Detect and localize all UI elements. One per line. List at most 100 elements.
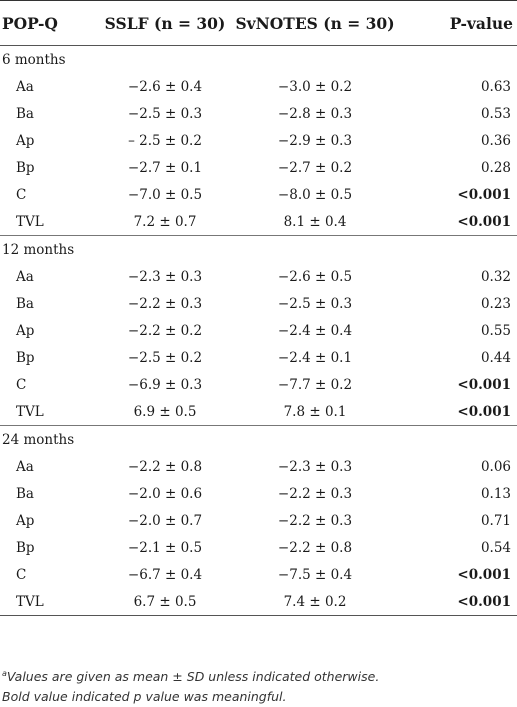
p-value: <0.001: [457, 566, 511, 583]
svnotes-value: 7.4 ± 0.2: [230, 588, 400, 616]
row-label: TVL: [0, 588, 100, 616]
table-row: TVL 6.9 ± 0.5 7.8 ± 0.1 <0.001: [0, 398, 517, 426]
svnotes-value: 7.8 ± 0.1: [283, 403, 347, 420]
table-row: Ba −2.0 ± 0.6 −2.2 ± 0.3 0.13: [0, 480, 517, 507]
row-label: Ba: [16, 295, 34, 312]
row-label: Aa: [16, 458, 34, 475]
section-row: 12 months: [0, 235, 517, 263]
p-value: 0.55: [480, 322, 511, 339]
svnotes-value: −2.9 ± 0.3: [277, 132, 353, 149]
table-row: C −7.0 ± 0.5 −8.0 ± 0.5 <0.001: [0, 181, 517, 208]
svnotes-value: −2.4 ± 0.1: [277, 349, 353, 366]
p-value: 0.06: [480, 458, 511, 475]
svnotes-value: −2.5 ± 0.3: [277, 295, 353, 312]
section-row: 24 months: [0, 425, 517, 453]
table-row: Ap −2.2 ± 0.2 −2.4 ± 0.4 0.55: [0, 317, 517, 344]
svnotes-value: −7.5 ± 0.4: [277, 566, 353, 583]
sslf-value: −6.9 ± 0.3: [127, 376, 203, 393]
sslf-value: – 2.5 ± 0.2: [128, 132, 202, 149]
row-label: Ba: [16, 485, 34, 502]
sslf-value: −2.1 ± 0.5: [127, 539, 203, 556]
sslf-value: −2.3 ± 0.3: [127, 268, 203, 285]
header-popq: POP-Q: [0, 0, 100, 46]
sslf-value: 6.9 ± 0.5: [133, 403, 197, 420]
sslf-value: −2.5 ± 0.2: [127, 349, 203, 366]
p-value: 0.36: [480, 132, 511, 149]
table-row: Bp −2.1 ± 0.5 −2.2 ± 0.8 0.54: [0, 534, 517, 561]
table-row: C −6.9 ± 0.3 −7.7 ± 0.2 <0.001: [0, 371, 517, 398]
svnotes-value: −3.0 ± 0.2: [277, 78, 353, 95]
footnote-1: aValues are given as mean ± SD unless in…: [2, 664, 379, 687]
table-row: Aa −2.3 ± 0.3 −2.6 ± 0.5 0.32: [0, 263, 517, 290]
footnote-marker: a: [2, 669, 7, 678]
section-row: 6 months: [0, 46, 517, 74]
svnotes-value: −2.7 ± 0.2: [277, 159, 353, 176]
row-label: C: [16, 566, 27, 583]
table-row: Aa −2.2 ± 0.8 −2.3 ± 0.3 0.06: [0, 453, 517, 480]
popq-comparison-table: POP-Q SSLF (n = 30) SvNOTES (n = 30) P-v…: [0, 0, 517, 616]
sslf-value: −2.2 ± 0.2: [127, 322, 203, 339]
svnotes-value: −2.3 ± 0.3: [277, 458, 353, 475]
sslf-value: 7.2 ± 0.7: [133, 213, 197, 230]
table-row: Aa −2.6 ± 0.4 −3.0 ± 0.2 0.63: [0, 73, 517, 100]
svnotes-value: −2.8 ± 0.3: [277, 105, 353, 122]
svnotes-value: 8.1 ± 0.4: [283, 213, 347, 230]
sslf-value: −7.0 ± 0.5: [127, 186, 203, 203]
p-value: <0.001: [457, 213, 511, 230]
p-value: 0.28: [480, 159, 511, 176]
table-row: Ap −2.0 ± 0.7 −2.2 ± 0.3 0.71: [0, 507, 517, 534]
table-row: Ba −2.5 ± 0.3 −2.8 ± 0.3 0.53: [0, 100, 517, 127]
table-footnotes: aValues are given as mean ± SD unless in…: [2, 664, 379, 707]
header-pvalue: P-value: [400, 0, 517, 46]
row-label: Bp: [16, 159, 35, 176]
p-value: 0.54: [480, 539, 511, 556]
footnote-text-1: Values are given as mean ± SD unless ind…: [6, 669, 380, 685]
row-label: Ba: [16, 105, 34, 122]
section-title: 24 months: [0, 425, 517, 453]
sslf-value: 6.7 ± 0.5: [100, 588, 230, 616]
p-value: <0.001: [457, 376, 511, 393]
row-label: Aa: [16, 268, 34, 285]
row-label: Bp: [16, 349, 35, 366]
p-value: <0.001: [457, 186, 511, 203]
table-row: TVL 7.2 ± 0.7 8.1 ± 0.4 <0.001: [0, 208, 517, 236]
table-row: TVL 6.7 ± 0.5 7.4 ± 0.2 <0.001: [0, 588, 517, 616]
row-label: C: [16, 376, 27, 393]
sslf-value: −2.5 ± 0.3: [127, 105, 203, 122]
footnote-2: Bold value indicated p value was meaning…: [2, 689, 287, 705]
row-label: Ap: [16, 512, 35, 529]
section-title: 6 months: [2, 51, 66, 68]
svnotes-value: −8.0 ± 0.5: [277, 186, 353, 203]
p-value: <0.001: [457, 403, 511, 420]
p-value: 0.53: [480, 105, 511, 122]
svnotes-value: −7.7 ± 0.2: [277, 376, 353, 393]
row-label: Aa: [16, 78, 34, 95]
p-value: 0.63: [480, 78, 511, 95]
svnotes-value: −2.2 ± 0.8: [277, 539, 353, 556]
table-body: 6 months Aa −2.6 ± 0.4 −3.0 ± 0.2 0.63 Ba −2.5…: [0, 46, 517, 616]
sslf-value: −6.7 ± 0.4: [127, 566, 203, 583]
sslf-value: −2.0 ± 0.6: [127, 485, 203, 502]
p-value: <0.001: [400, 588, 517, 616]
svnotes-value: −2.2 ± 0.3: [277, 485, 353, 502]
row-label: Ap: [16, 322, 35, 339]
sslf-value: −2.2 ± 0.8: [127, 458, 203, 475]
table-row: Ba −2.2 ± 0.3 −2.5 ± 0.3 0.23: [0, 290, 517, 317]
row-label: Ap: [16, 132, 35, 149]
sslf-value: −2.6 ± 0.4: [127, 78, 203, 95]
table-row: C −6.7 ± 0.4 −7.5 ± 0.4 <0.001: [0, 561, 517, 588]
svnotes-value: −2.4 ± 0.4: [277, 322, 353, 339]
row-label: TVL: [16, 403, 44, 420]
p-value: 0.13: [480, 485, 511, 502]
header-row: POP-Q SSLF (n = 30) SvNOTES (n = 30) P-v…: [0, 0, 517, 46]
svnotes-value: −2.2 ± 0.3: [277, 512, 353, 529]
p-value: 0.44: [480, 349, 511, 366]
section-title: 12 months: [0, 235, 517, 263]
sslf-value: −2.7 ± 0.1: [127, 159, 203, 176]
row-label: Bp: [16, 539, 35, 556]
header-svnotes: SvNOTES (n = 30): [230, 0, 400, 46]
table-row: Bp −2.7 ± 0.1 −2.7 ± 0.2 0.28: [0, 154, 517, 181]
svnotes-value: −2.6 ± 0.5: [277, 268, 353, 285]
p-value: 0.71: [480, 512, 511, 529]
